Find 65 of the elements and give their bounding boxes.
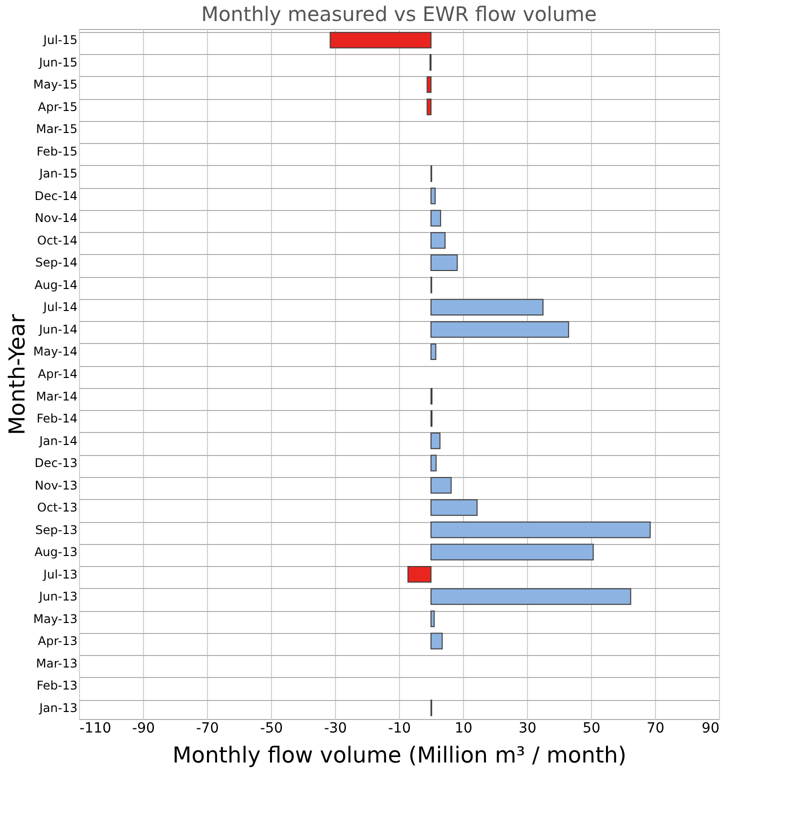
y-tick-label: Mar-13 — [36, 656, 78, 670]
y-tick-label: Dec-13 — [34, 456, 78, 470]
x-tick-label: 10 — [454, 720, 472, 736]
bar — [430, 522, 651, 538]
y-tick-label: Jul-15 — [42, 33, 78, 48]
y-tick-label: Jan-15 — [38, 166, 78, 181]
bar — [430, 477, 452, 494]
bar — [430, 321, 570, 338]
bar — [430, 210, 442, 226]
x-tick-label: -90 — [132, 720, 155, 736]
y-tick-label: Aug-13 — [34, 545, 78, 560]
bar — [330, 32, 432, 48]
bar — [430, 188, 436, 204]
y-tick-label: Aug-14 — [34, 278, 78, 292]
x-tick-label: 70 — [646, 720, 664, 736]
chart-title: Monthly measured vs EWR flow volume — [201, 2, 597, 26]
bar — [430, 454, 437, 472]
y-tick-label: May-14 — [33, 344, 78, 359]
y-tick-label: Jun-15 — [38, 55, 78, 70]
y-tick-label: Mar-15 — [36, 122, 78, 136]
y-tick-label: Apr-14 — [38, 367, 78, 381]
bar — [430, 432, 440, 450]
bar — [430, 343, 436, 360]
y-tick-label: Apr-15 — [38, 100, 78, 114]
y-axis-title: Month-Year — [5, 313, 30, 435]
y-tick-label: Feb-13 — [36, 678, 78, 693]
x-tick-label: -110 — [80, 720, 112, 736]
y-tick-label: Jan-14 — [38, 434, 78, 448]
x-tick-label: -30 — [324, 720, 347, 736]
bar — [430, 544, 594, 560]
y-tick-label: May-15 — [33, 78, 78, 92]
bar — [407, 566, 432, 583]
bar — [430, 588, 632, 605]
x-tick-label: 90 — [702, 720, 720, 736]
y-tick-label: Oct-14 — [37, 233, 78, 248]
y-tick-label: Oct-13 — [37, 500, 78, 515]
bar — [430, 499, 478, 516]
y-tick-label: Feb-14 — [36, 412, 78, 426]
x-tick-label: 50 — [582, 720, 600, 736]
bar — [426, 76, 432, 93]
y-tick-label: Apr-13 — [38, 634, 78, 648]
bar — [430, 254, 458, 271]
y-tick-label: Jul-14 — [42, 300, 78, 314]
y-tick-label: Dec-14 — [34, 188, 78, 203]
bar — [430, 298, 544, 316]
x-tick-label: -50 — [260, 720, 283, 736]
x-tick-label: -70 — [196, 720, 219, 736]
y-tick-label: May-13 — [33, 612, 78, 626]
y-tick-label: Jan-13 — [38, 700, 78, 715]
bar — [430, 610, 435, 628]
bar — [426, 98, 432, 116]
y-tick-label: Jun-13 — [38, 590, 78, 604]
x-tick-label: 30 — [518, 720, 536, 736]
bar — [430, 632, 443, 650]
y-tick-label: Feb-15 — [36, 144, 78, 158]
x-axis-title: Monthly flow volume (Million m³ / month) — [172, 744, 626, 768]
y-tick-label: Jun-14 — [38, 322, 78, 336]
x-tick-label: -10 — [388, 720, 411, 736]
y-tick-label: Mar-14 — [36, 389, 78, 404]
y-tick-label: Sep-14 — [35, 256, 78, 270]
y-tick-label: Jul-13 — [42, 567, 78, 582]
y-tick-label: Sep-13 — [35, 522, 78, 537]
y-tick-label: Nov-13 — [34, 478, 78, 492]
bar — [430, 232, 446, 249]
y-tick-label: Nov-14 — [34, 211, 78, 226]
